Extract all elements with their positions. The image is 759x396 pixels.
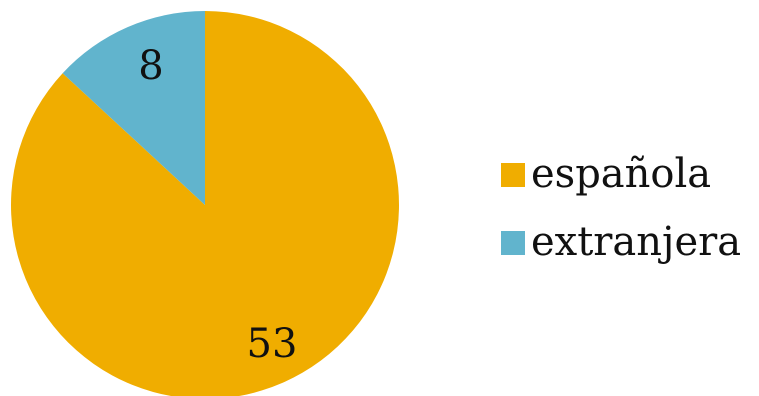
pie-data-labels: 53 8 [138,43,297,367]
legend: española extranjera [501,151,741,265]
legend-swatch-extranjera [501,231,525,255]
pie-slice-española [11,11,399,396]
pie-slice-extranjera [62,11,206,205]
pie-slices [11,11,399,396]
data-label-extranjera: 8 [138,43,163,89]
legend-swatch-española [501,163,525,187]
legend-label-extranjera: extranjera [531,219,741,265]
legend-label-española: española [531,151,711,197]
data-label-española: 53 [247,321,298,367]
